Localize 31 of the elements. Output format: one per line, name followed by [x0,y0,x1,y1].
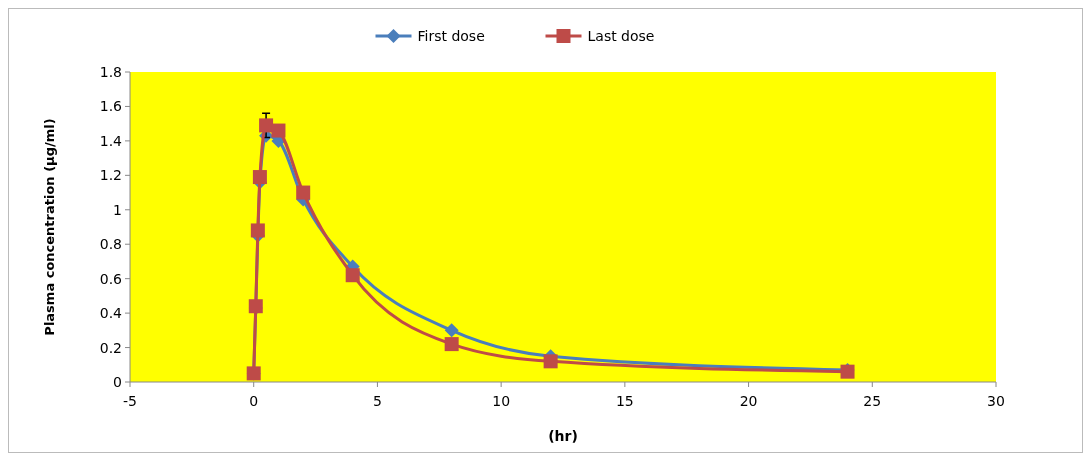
point [271,123,286,138]
y-tick-label: 1.6 [99,98,123,115]
y-tick-label: 0.2 [99,339,122,356]
y-tick-label: 1.4 [99,132,123,149]
legend-label: Last dose [587,28,655,44]
point [345,268,360,283]
legend-label: First dose [417,28,485,44]
point [543,354,558,369]
y-tick-label: 1 [113,201,122,218]
x-axis-title: (hr) [548,428,578,444]
point [252,170,267,185]
x-tick-label: 10 [492,393,511,409]
x-tick-label: 5 [372,393,382,409]
point [444,323,459,338]
point [250,223,265,238]
point [296,185,311,200]
x-tick-label: 15 [615,393,634,409]
point [444,337,459,352]
point [259,118,274,133]
x-tick-label: 0 [249,393,259,409]
y-tick-label: 1.2 [99,167,122,184]
x-tick-label: 25 [863,393,882,409]
y-axis-title: Plasma concentration (µg/ml) [42,118,57,336]
x-tick-label: -5 [123,393,137,409]
x-tick-label: 30 [987,393,1005,409]
y-tick-label: 0 [113,374,122,390]
y-tick-label: 0.6 [99,270,123,287]
y-tick-label: 0.8 [99,236,122,253]
x-tick-label: 20 [739,393,758,409]
y-tick-label: 1.8 [99,64,122,80]
y-tick-label: 0.4 [99,305,123,322]
